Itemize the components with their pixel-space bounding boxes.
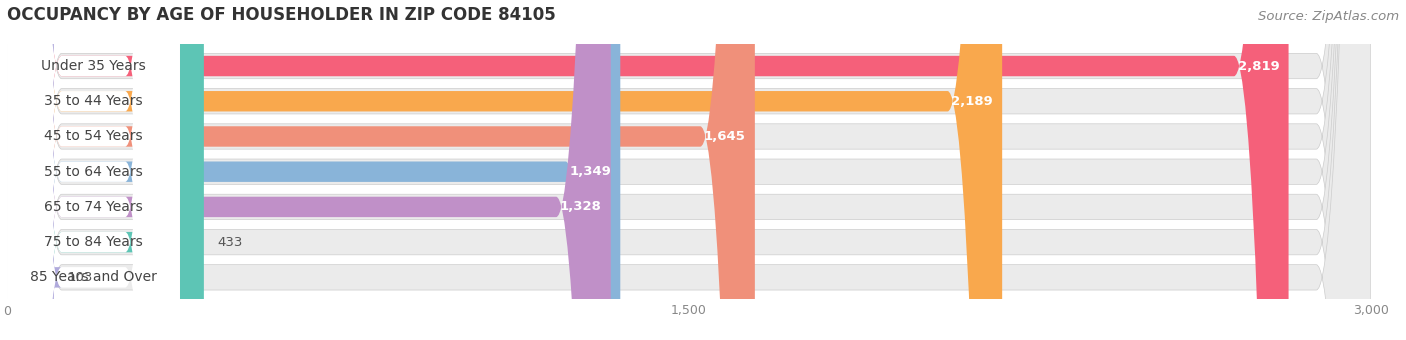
FancyBboxPatch shape xyxy=(7,0,180,340)
Text: 2,189: 2,189 xyxy=(952,95,993,108)
Text: 35 to 44 Years: 35 to 44 Years xyxy=(44,94,143,108)
Text: 2,819: 2,819 xyxy=(1237,59,1279,72)
FancyBboxPatch shape xyxy=(7,0,1002,340)
FancyBboxPatch shape xyxy=(7,0,1371,340)
FancyBboxPatch shape xyxy=(7,0,1371,340)
FancyBboxPatch shape xyxy=(7,0,204,340)
FancyBboxPatch shape xyxy=(7,0,180,340)
Text: 0: 0 xyxy=(3,305,11,318)
FancyBboxPatch shape xyxy=(7,0,1371,340)
Text: 103: 103 xyxy=(67,271,93,284)
Text: 55 to 64 Years: 55 to 64 Years xyxy=(44,165,143,179)
FancyBboxPatch shape xyxy=(7,0,620,340)
FancyBboxPatch shape xyxy=(7,0,1371,340)
Text: 65 to 74 Years: 65 to 74 Years xyxy=(44,200,143,214)
FancyBboxPatch shape xyxy=(7,0,1288,340)
Text: 45 to 54 Years: 45 to 54 Years xyxy=(44,130,143,143)
Text: 1,328: 1,328 xyxy=(560,200,602,214)
Text: 85 Years and Over: 85 Years and Over xyxy=(30,270,157,284)
FancyBboxPatch shape xyxy=(7,0,1371,340)
Text: 1,349: 1,349 xyxy=(569,165,612,178)
FancyBboxPatch shape xyxy=(7,0,180,340)
FancyBboxPatch shape xyxy=(7,0,755,340)
Text: 1,645: 1,645 xyxy=(704,130,745,143)
FancyBboxPatch shape xyxy=(0,0,62,340)
Text: 433: 433 xyxy=(218,236,243,249)
FancyBboxPatch shape xyxy=(7,0,1371,340)
Text: Under 35 Years: Under 35 Years xyxy=(41,59,146,73)
FancyBboxPatch shape xyxy=(7,0,180,340)
FancyBboxPatch shape xyxy=(7,0,1371,340)
Text: Source: ZipAtlas.com: Source: ZipAtlas.com xyxy=(1258,10,1399,23)
FancyBboxPatch shape xyxy=(7,0,180,340)
FancyBboxPatch shape xyxy=(7,0,180,340)
FancyBboxPatch shape xyxy=(7,0,180,340)
FancyBboxPatch shape xyxy=(7,0,610,340)
Text: 75 to 84 Years: 75 to 84 Years xyxy=(44,235,143,249)
Text: OCCUPANCY BY AGE OF HOUSEHOLDER IN ZIP CODE 84105: OCCUPANCY BY AGE OF HOUSEHOLDER IN ZIP C… xyxy=(7,6,555,24)
